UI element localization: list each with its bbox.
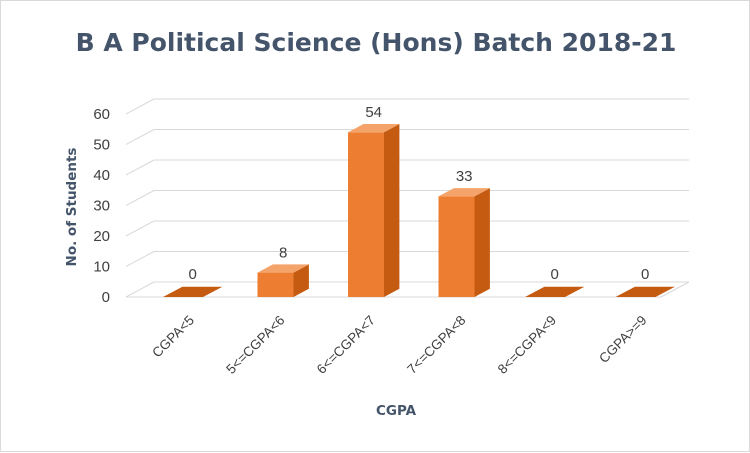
y-tick-label: 60 — [93, 106, 110, 123]
chart-title: B A Political Science (Hons) Batch 2018-… — [76, 28, 677, 57]
data-label: 8 — [279, 244, 287, 261]
y-axis-ticks: 0 10 20 30 40 50 60 — [93, 106, 110, 306]
data-label: 0 — [189, 266, 197, 283]
bar — [163, 286, 223, 297]
data-label: 0 — [551, 266, 559, 283]
x-category-label: 7<=CGPA<8 — [404, 313, 468, 377]
gridlines — [125, 98, 690, 298]
y-tick-label: 40 — [93, 167, 110, 184]
x-category-label: CGPA<5 — [149, 313, 197, 361]
bar-top — [438, 188, 490, 197]
bar-top — [348, 124, 400, 133]
bar — [348, 132, 384, 297]
y-tick-label: 20 — [93, 228, 110, 245]
gridline-depth — [125, 190, 155, 206]
gridline-depth — [125, 220, 155, 237]
y-tick-label: 10 — [93, 259, 110, 276]
bar-top — [257, 264, 309, 273]
bar-side — [384, 124, 400, 297]
x-category-label: 8<=CGPA<9 — [495, 313, 559, 377]
x-category-label: CGPA>=9 — [596, 313, 649, 366]
floor-edge-right — [660, 281, 690, 298]
bars: 0 8 54 33 0 0 — [163, 104, 675, 297]
x-axis-title: CGPA — [376, 403, 417, 419]
x-category-label: 6<=CGPA<7 — [314, 313, 378, 377]
bar — [257, 272, 294, 297]
y-tick-label: 50 — [93, 137, 110, 154]
gridline-depth — [125, 251, 155, 267]
data-label: 0 — [641, 266, 649, 283]
data-label: 33 — [456, 168, 473, 185]
bar-side — [474, 188, 490, 297]
bar — [525, 286, 585, 297]
gridline-depth — [125, 159, 155, 176]
data-label: 54 — [365, 104, 382, 121]
bar — [438, 196, 475, 297]
y-tick-label: 0 — [102, 289, 110, 306]
y-tick-label: 30 — [93, 198, 110, 215]
x-axis-categories: CGPA<5 5<=CGPA<6 6<=CGPA<7 7<=CGPA<8 8<=CGPA… — [149, 313, 649, 377]
y-axis-title: No. of Students — [64, 148, 80, 267]
gridline-depth — [125, 98, 155, 115]
gridline-depth — [125, 129, 155, 145]
bar — [615, 286, 675, 297]
bar-side — [293, 264, 309, 297]
gridline-depth — [125, 281, 155, 298]
x-category-label: 5<=CGPA<6 — [223, 313, 287, 377]
